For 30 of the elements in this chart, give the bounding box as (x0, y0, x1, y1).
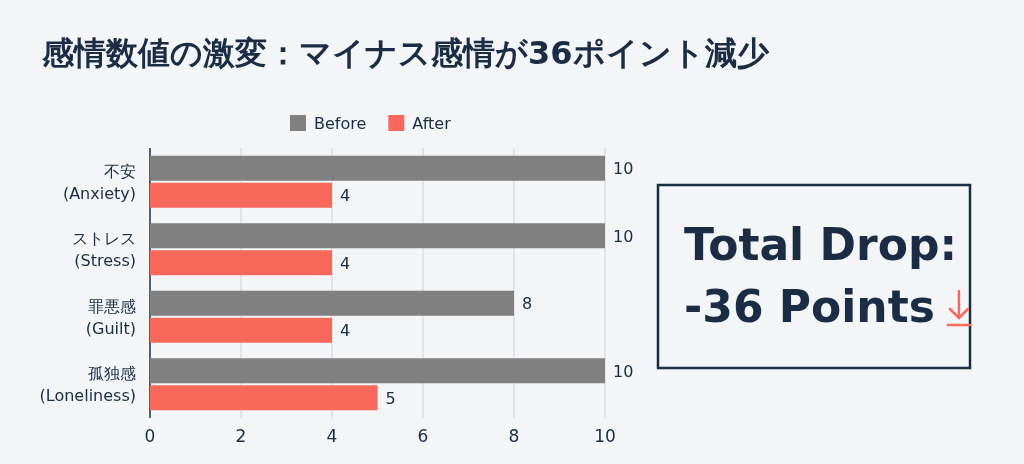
x-tick-label: 10 (594, 426, 616, 446)
x-tick-label: 4 (326, 426, 338, 446)
bar (150, 317, 332, 343)
data-label: 4 (340, 253, 351, 273)
text: Total Drop: -36 Points (684, 219, 958, 332)
legend-label: Before (314, 114, 367, 133)
bar (150, 155, 605, 181)
data-label: 10 (613, 159, 634, 179)
bar (150, 182, 332, 208)
data-label: 4 (340, 321, 351, 341)
y-tick-label: 不安 (Anxiety) (62, 161, 136, 203)
y-tick-label: 罪悪感 (Guilt) (85, 296, 136, 338)
chart-title: 感情数値の激変：マイナス感情が36ポイント減少 (41, 34, 770, 72)
data-label: 10 (613, 226, 634, 246)
bar (150, 223, 605, 249)
data-label: 10 (613, 361, 634, 381)
y-tick-label: ストレス (Stress) (72, 229, 136, 271)
x-tick-label: 0 (144, 426, 156, 446)
x-tick-label: 8 (508, 426, 520, 446)
data-label: 5 (385, 388, 396, 408)
bar (150, 250, 332, 276)
legend-label: After (412, 114, 452, 133)
x-tick-label: 6 (417, 426, 429, 446)
bar (150, 385, 378, 411)
y-tick-label: 孤独感 (Loneliness) (39, 364, 136, 406)
bar (150, 358, 605, 384)
data-label: 4 (340, 186, 351, 206)
bar (150, 290, 514, 316)
x-tick-label: 2 (235, 426, 247, 446)
data-label: 8 (522, 294, 533, 314)
